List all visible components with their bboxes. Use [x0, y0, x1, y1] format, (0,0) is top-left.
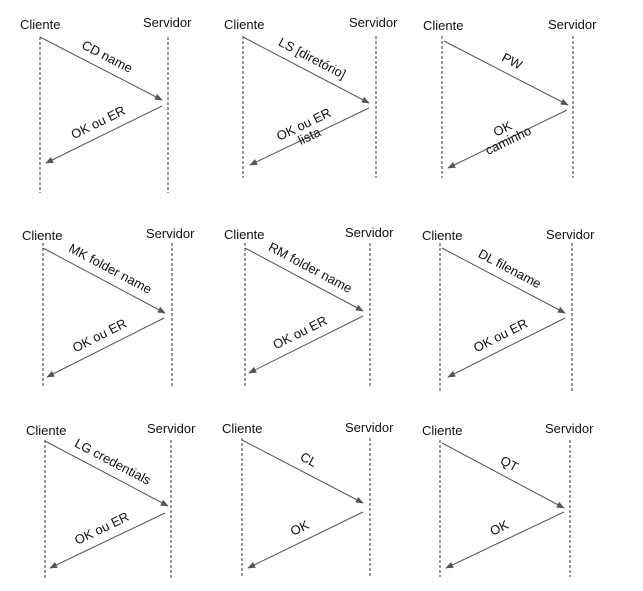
response-label-line: OK ou ER	[68, 103, 127, 142]
request-arrow	[441, 247, 566, 314]
request-label: RM folder name	[266, 239, 355, 296]
sequence-diagram: Cliente Servidor PW OKcaminho	[423, 17, 597, 178]
client-label: Cliente	[20, 17, 60, 32]
request-label: MK folder name	[66, 240, 154, 296]
response-arrow	[49, 512, 166, 569]
client-label: Cliente	[26, 423, 66, 438]
client-label: Cliente	[224, 227, 264, 242]
request-label-line: RM folder name	[266, 239, 355, 296]
request-arrow	[241, 439, 364, 504]
server-label: Servidor	[349, 15, 398, 30]
response-label-line: OK ou ER	[72, 509, 131, 548]
request-label-line: DL filename	[476, 246, 544, 291]
sequence-diagram: Cliente Servidor CD name OK ou ER	[20, 15, 192, 193]
response-arrow	[248, 315, 364, 374]
response-label: OK ou ER	[471, 316, 530, 356]
response-label-line: OK	[488, 517, 512, 539]
server-label: Servidor	[546, 227, 595, 242]
client-label: Cliente	[224, 17, 264, 32]
response-label-line: OK	[288, 517, 312, 539]
response-arrow	[447, 109, 568, 169]
response-label: OK ou ERlista	[274, 105, 339, 156]
server-label: Servidor	[143, 15, 192, 30]
response-arrow	[249, 107, 370, 166]
response-arrow	[447, 317, 566, 378]
request-label-line: PW	[499, 50, 525, 73]
server-label: Servidor	[545, 421, 594, 436]
response-label-line: OK ou ER	[270, 313, 329, 353]
sequence-diagram: Cliente Servidor QT OK	[422, 421, 594, 577]
request-label: DL filename	[476, 246, 544, 291]
sequence-diagram: Cliente Servidor CL OK	[222, 420, 394, 577]
request-arrow	[242, 36, 370, 104]
server-label: Servidor	[345, 225, 394, 240]
request-label: QT	[498, 453, 521, 475]
request-label-line: CL	[298, 449, 320, 470]
response-label: OKcaminho	[477, 111, 533, 158]
response-label: OK	[288, 517, 312, 539]
response-label: OK ou ER	[70, 316, 129, 356]
response-label-line: OK ou ER	[70, 316, 129, 356]
request-arrow	[441, 442, 565, 509]
request-label-line: CD name	[79, 37, 135, 76]
client-label: Cliente	[422, 423, 462, 438]
server-label: Servidor	[146, 226, 195, 241]
request-arrow	[443, 40, 569, 106]
request-arrow	[244, 247, 364, 312]
client-label: Cliente	[423, 18, 463, 33]
response-arrow	[445, 511, 565, 569]
client-label: Cliente	[22, 228, 62, 243]
response-arrow	[46, 317, 165, 378]
server-label: Servidor	[345, 420, 394, 435]
request-label: LS [diretório]	[276, 34, 348, 81]
client-label: Cliente	[222, 421, 262, 436]
request-label-line: LS [diretório]	[276, 34, 348, 81]
response-label: OK	[488, 517, 512, 539]
server-label: Servidor	[147, 421, 196, 436]
request-arrow	[39, 36, 163, 101]
client-label: Cliente	[422, 228, 462, 243]
response-label-line: OK ou ER	[471, 316, 530, 356]
request-label: CL	[298, 449, 320, 470]
response-arrow	[45, 105, 163, 164]
request-label: CD name	[79, 37, 135, 76]
response-label: OK ou ER	[72, 509, 131, 548]
response-label: OK ou ER	[270, 313, 329, 353]
request-label-line: QT	[498, 453, 521, 475]
request-label-line: MK folder name	[66, 240, 154, 296]
request-arrow	[42, 247, 166, 314]
response-label: OK ou ER	[68, 103, 127, 142]
request-arrow	[44, 440, 169, 507]
request-label: PW	[499, 50, 525, 73]
server-label: Servidor	[548, 17, 597, 32]
response-arrow	[247, 511, 364, 569]
